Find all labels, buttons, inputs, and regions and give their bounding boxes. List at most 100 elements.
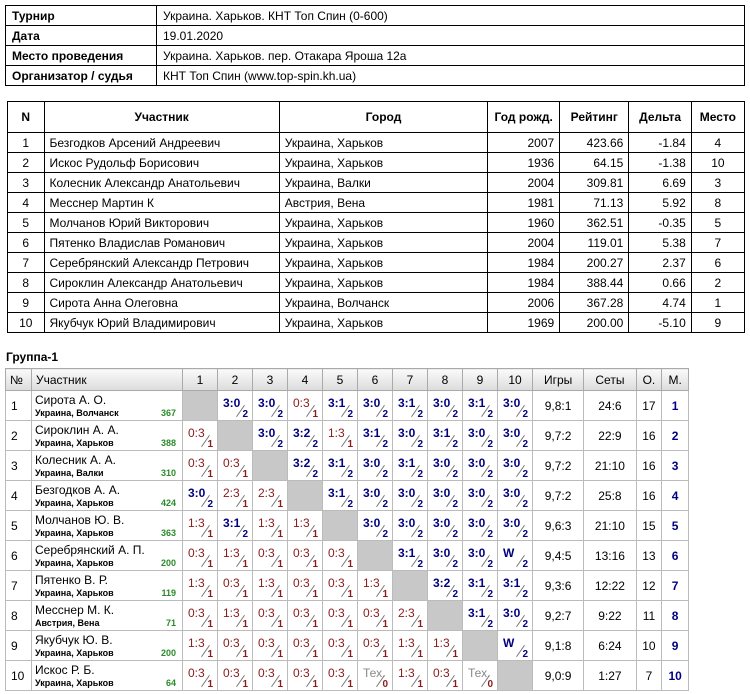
- score-cell: Тех. 0: [357, 660, 393, 691]
- score: 0:3: [223, 456, 240, 470]
- match-points: 1: [382, 619, 388, 630]
- score-cell: 3:2 2: [287, 420, 323, 451]
- cell: 4.74: [628, 292, 692, 313]
- points: 16: [635, 480, 663, 511]
- score-cell: 0:3 1: [252, 630, 288, 661]
- player-number: 5: [5, 510, 32, 541]
- cell: Украина, Харьков: [278, 132, 489, 153]
- sets: 12:22: [583, 570, 637, 601]
- games: 9,6:3: [531, 510, 585, 541]
- score-cell: 3:0 2: [462, 480, 498, 511]
- match-points: 2: [242, 529, 248, 540]
- score-cell: 0:3 1: [252, 660, 288, 691]
- column-header: Рейтинг: [559, 101, 630, 133]
- match-points: 1: [452, 679, 458, 690]
- match-points: 2: [452, 559, 458, 570]
- cell: 7: [7, 252, 45, 273]
- score-cell: 1:3 1: [357, 570, 393, 601]
- match-points: 2: [347, 409, 353, 420]
- score-cell: 3:0 2: [497, 510, 533, 541]
- player-name: Якубчук Ю. В.: [35, 633, 113, 647]
- score-cell: 1:3 1: [427, 630, 463, 661]
- score: Тех.: [468, 666, 491, 680]
- sets: 9:22: [583, 600, 637, 631]
- score: 0:3: [188, 546, 205, 560]
- player-city: Украина, Волчанск: [35, 408, 119, 418]
- match-points: 1: [277, 619, 283, 630]
- match-points: 2: [417, 409, 423, 420]
- header-row: N Участник Город Год рожд. Рейтинг Дельта Мест…: [7, 101, 746, 133]
- match-points: 2: [487, 469, 493, 480]
- match-points: 0: [382, 679, 388, 690]
- score: 2:3: [398, 606, 415, 620]
- match-points: 2: [487, 499, 493, 510]
- match-points: 2: [452, 499, 458, 510]
- column-header: 7: [392, 368, 428, 391]
- group-table: № Участник 1 2 3 4 5 6 7 8 9 10 Игры Сеты О. М. 1 Сирота …: [5, 368, 689, 691]
- cell: Украина, Харьков: [278, 232, 489, 253]
- cell: Серебрянский Александр Петрович: [43, 252, 280, 273]
- player-rating: 363: [160, 528, 176, 538]
- score: 3:1: [398, 456, 416, 470]
- match-points: 1: [312, 589, 318, 600]
- score: 3:0: [503, 516, 521, 530]
- match-points: 2: [277, 409, 283, 420]
- score-cell: 3:0 2: [392, 420, 428, 451]
- info-row: Место проведения Украина. Харьков. пер. О…: [5, 45, 745, 66]
- score: 3:0: [433, 456, 451, 470]
- column-header: №: [5, 368, 32, 391]
- player-city: Украина, Харьков: [35, 558, 114, 568]
- match-points: 2: [382, 529, 388, 540]
- score: 3:0: [468, 456, 486, 470]
- participant-row: 2 Искос Рудольф Борисович Украина, Харьков…: [7, 152, 746, 173]
- score: 0:3: [328, 666, 345, 680]
- player-name: Серебрянский А. П.: [35, 543, 145, 557]
- score: 3:0: [363, 516, 381, 530]
- cell: Украина, Волчанск: [278, 292, 489, 313]
- diagonal-cell: [182, 390, 218, 421]
- cell: Украина, Харьков: [278, 212, 489, 233]
- score-cell: 0:3 1: [322, 630, 358, 661]
- score-cell: 0:3 1: [217, 570, 253, 601]
- player-rating: 71: [165, 618, 176, 628]
- player-number: 10: [5, 660, 32, 691]
- player-name: Молчанов Ю. В.: [35, 513, 125, 527]
- score-cell: 3:1 2: [322, 450, 358, 481]
- cell: 6: [7, 232, 45, 253]
- participants-table: N Участник Город Год рожд. Рейтинг Дельта Мест…: [7, 101, 746, 333]
- match-points: 2: [452, 469, 458, 480]
- score: 3:0: [503, 606, 521, 620]
- player-number: 7: [5, 570, 32, 601]
- games: 9,2:7: [531, 600, 585, 631]
- score-cell: 1:3 1: [287, 510, 323, 541]
- player-cell: Сироклин А. А. Украина, Харьков 388: [31, 420, 183, 451]
- player-number: 4: [5, 480, 32, 511]
- games: 9,7:2: [531, 450, 585, 481]
- match-points: 1: [312, 679, 318, 690]
- score: 3:0: [503, 396, 521, 410]
- column-header: 6: [357, 368, 393, 391]
- score: 0:3: [293, 396, 310, 410]
- score: 3:0: [433, 546, 451, 560]
- column-header: Место: [690, 101, 746, 133]
- match-points: 2: [242, 409, 248, 420]
- match-points: 2: [522, 649, 528, 660]
- match-points: 2: [487, 409, 493, 420]
- match-points: 1: [207, 529, 213, 540]
- score: 0:3: [223, 636, 240, 650]
- column-header: 8: [427, 368, 463, 391]
- score-cell: 3:0 2: [462, 510, 498, 541]
- participant-row: 7 Серебрянский Александр Петрович Украина,…: [7, 252, 746, 273]
- match-points: 1: [382, 589, 388, 600]
- info-value: Украина. Харьков. КНТ Топ Спин (0-600): [156, 5, 745, 26]
- match-points: 2: [382, 439, 388, 450]
- score: 3:2: [293, 456, 311, 470]
- score: 0:3: [188, 456, 205, 470]
- score-cell: 3:0 2: [357, 450, 393, 481]
- column-header: 4: [287, 368, 323, 391]
- column-header: N: [7, 101, 45, 133]
- score-cell: 3:0 2: [497, 600, 533, 631]
- match-points: 2: [522, 439, 528, 450]
- score-cell: 0:3 1: [252, 540, 288, 571]
- match-points: 2: [382, 499, 388, 510]
